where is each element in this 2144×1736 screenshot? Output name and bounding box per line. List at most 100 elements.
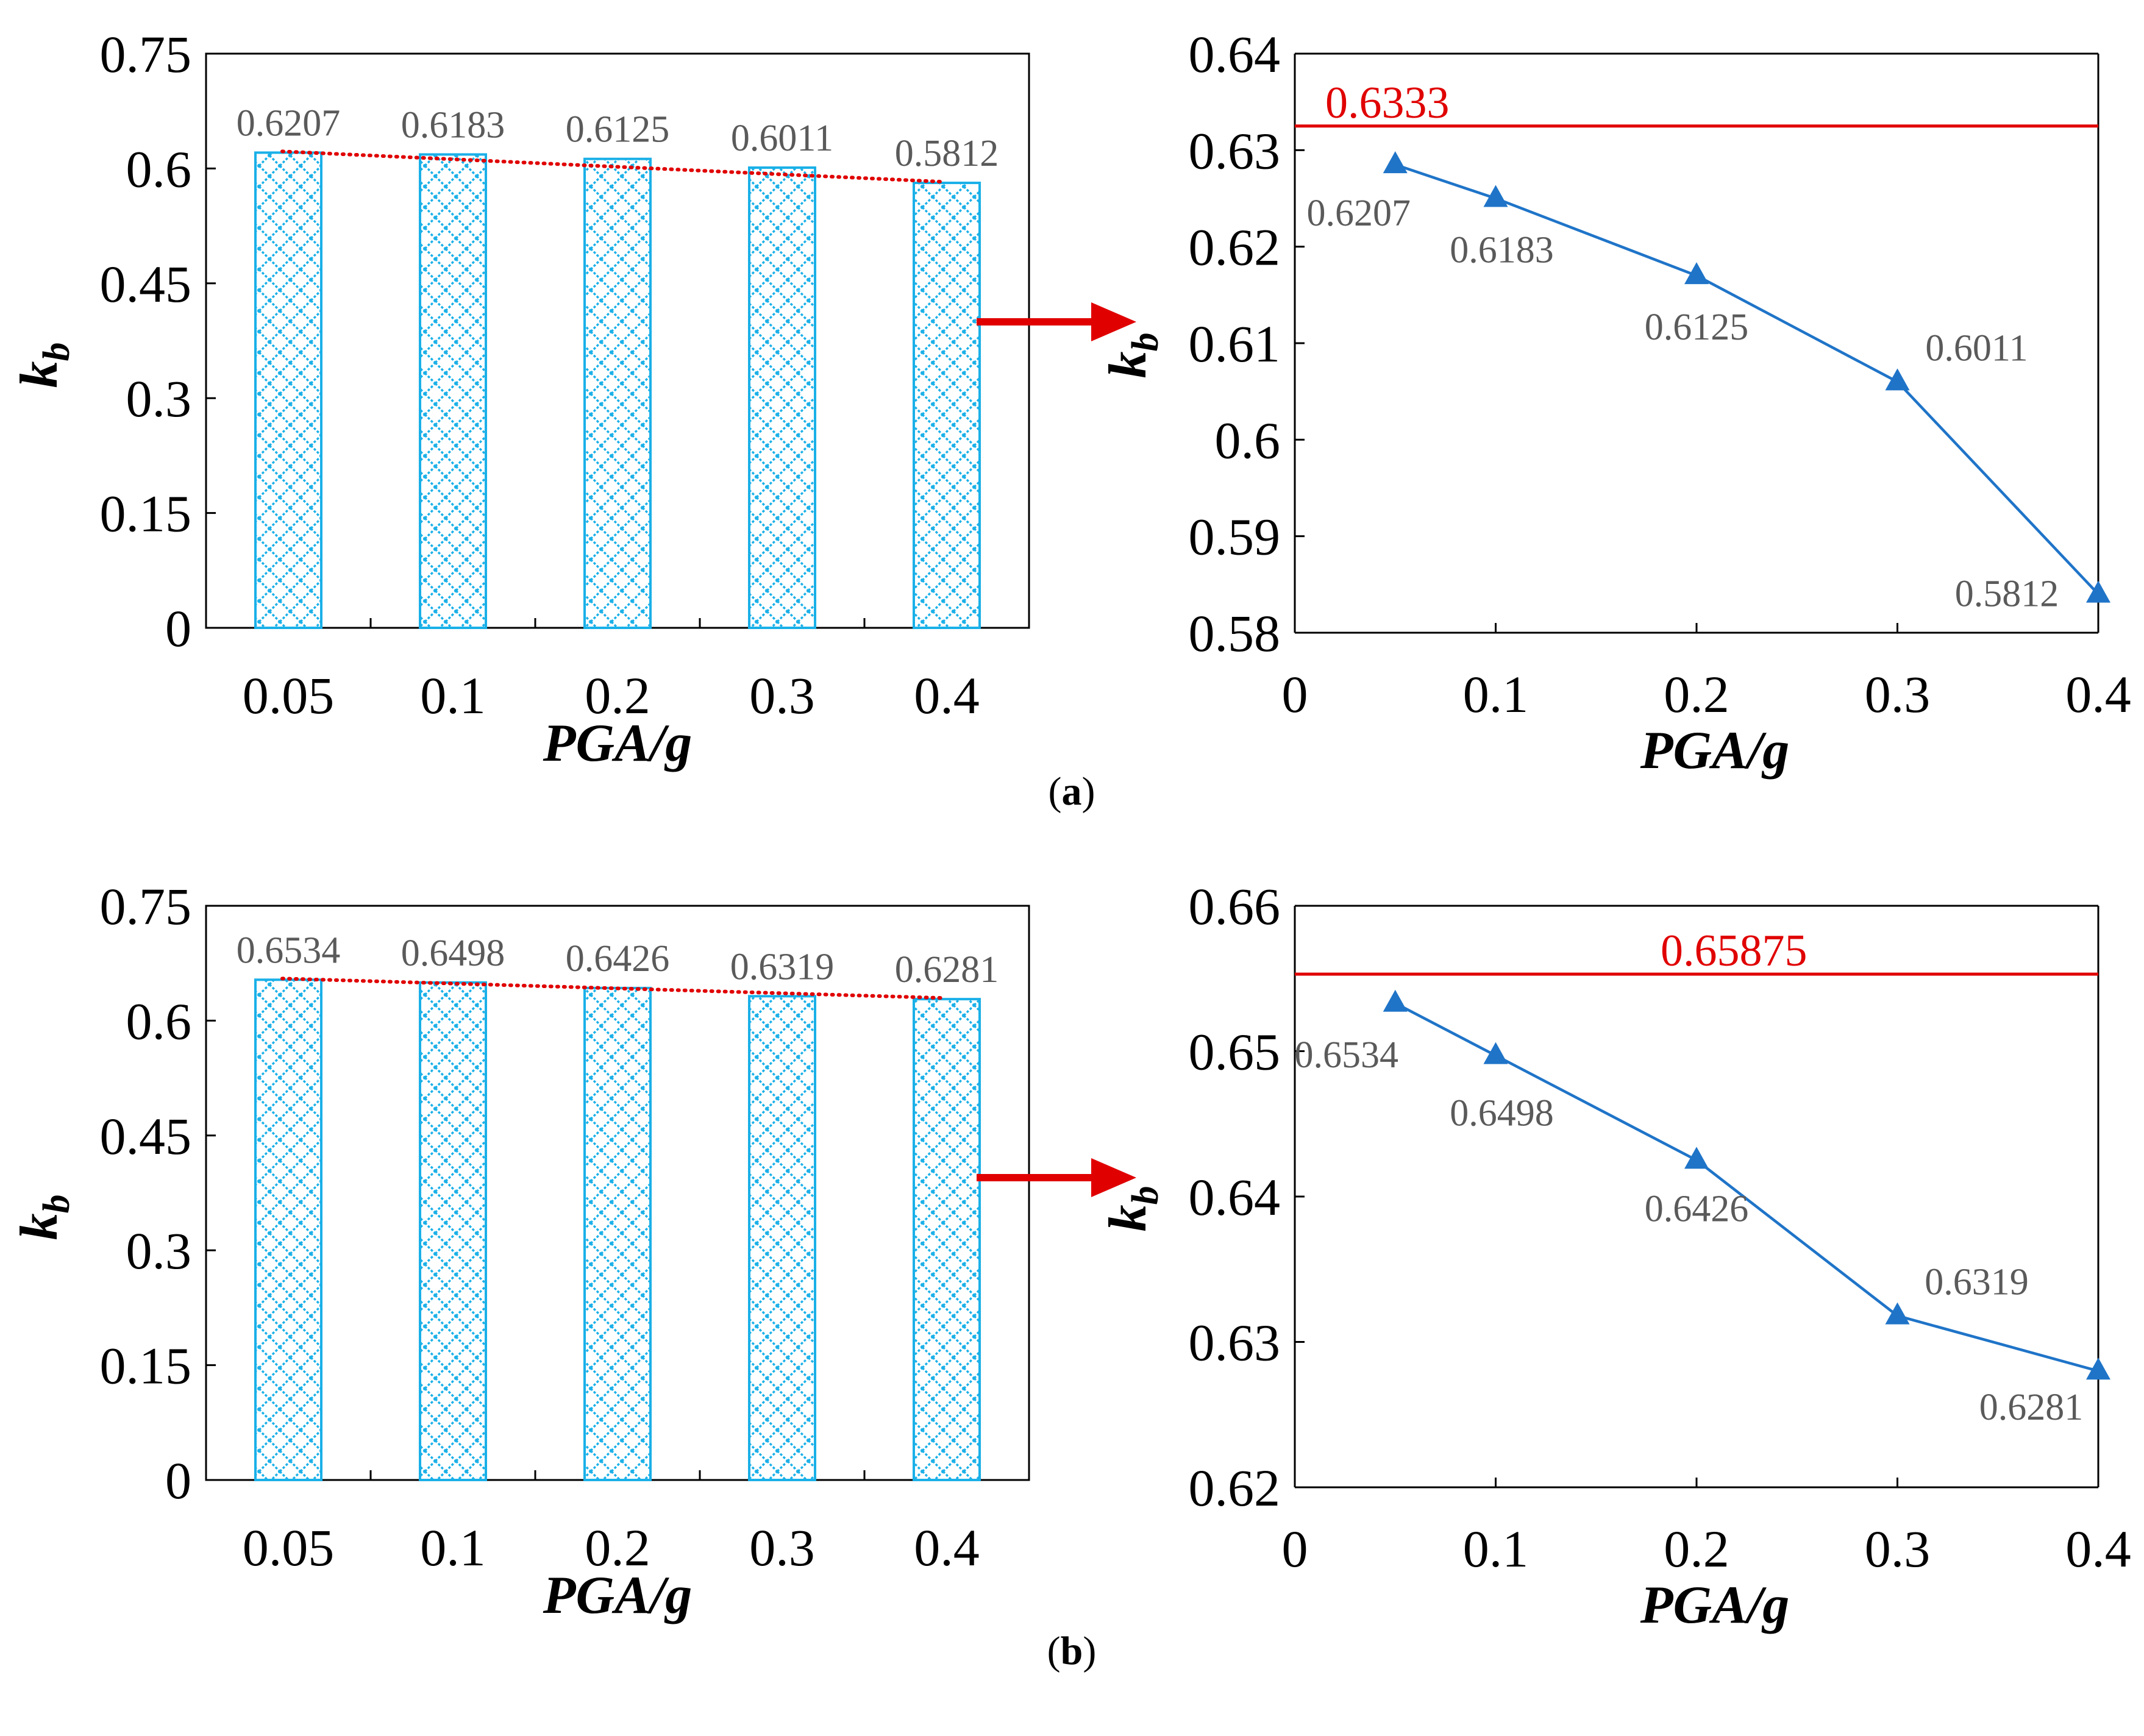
data-point-label: 0.6319 <box>1925 1262 2029 1303</box>
y-tick-label: 0.45 <box>100 255 192 313</box>
bar <box>583 157 652 629</box>
y-axis-title-main: k <box>1099 352 1158 379</box>
y-axis-title-subscript: b <box>36 343 77 361</box>
x-tick-label: 0.4 <box>914 666 980 725</box>
bar <box>419 153 487 629</box>
y-tick-label: 0.61 <box>1189 315 1281 373</box>
y-tick-label: 0.59 <box>1189 508 1281 566</box>
data-point-marker <box>1483 1042 1508 1064</box>
y-tick-label: 0.64 <box>1189 25 1281 84</box>
y-tick-label: 0.75 <box>100 25 192 84</box>
x-tick-label: 0.05 <box>243 1518 335 1577</box>
bar-value-label: 0.6207 <box>237 102 341 144</box>
y-tick-label: 0.64 <box>1189 1168 1281 1226</box>
y-tick-label: 0.15 <box>100 1337 192 1395</box>
x-axis-title: PGA/g <box>1640 721 1789 780</box>
bar-value-label: 0.6011 <box>731 118 833 159</box>
bar <box>913 182 981 629</box>
data-point-marker <box>2086 1357 2110 1380</box>
bar-value-label: 0.6183 <box>401 104 505 146</box>
trend-line <box>280 976 942 1000</box>
x-tick-label: 0.2 <box>1664 1520 1729 1578</box>
y-axis-title-main: k <box>10 361 69 388</box>
x-tick-label: 0.3 <box>749 666 815 725</box>
trend-line <box>280 149 942 184</box>
bar <box>748 166 816 630</box>
charts-layer: 0 0.15 0.3 0.45 0.6 0.75 0.6207 0.05 0.6183 0.1 0.… <box>10 25 2131 1635</box>
panel-label-close-paren: ) <box>1083 1629 1096 1673</box>
y-axis-title: kb <box>1099 333 1166 379</box>
bar-chart-a: 0 0.15 0.3 0.45 0.6 0.75 0.6207 0.05 0.6183 0.1 0.… <box>10 25 1030 773</box>
x-tick-label: 0.4 <box>914 1518 980 1577</box>
panel-label-open-paren: ( <box>1047 1629 1061 1673</box>
x-axis-title: PGA/g <box>1640 1576 1789 1635</box>
bar <box>254 151 322 629</box>
y-tick-label: 0.62 <box>1189 1459 1281 1517</box>
y-tick-label: 0.6 <box>126 992 192 1050</box>
x-tick-label: 0 <box>1282 665 1308 724</box>
data-point-label: 0.6281 <box>1979 1387 2084 1428</box>
bar-value-label: 0.6319 <box>730 946 835 987</box>
y-tick-label: 0.3 <box>126 1222 192 1280</box>
y-axis-title-main: k <box>10 1214 69 1240</box>
x-tick-label: 0.2 <box>1664 665 1729 724</box>
x-tick-label: 0.3 <box>1865 1520 1931 1578</box>
data-point-label: 0.6125 <box>1645 307 1749 348</box>
bar-value-label: 0.6534 <box>237 930 341 971</box>
x-axis-title: PGA/g <box>543 714 692 773</box>
y-axis-title-main: k <box>1099 1205 1158 1232</box>
y-tick-label: 0.75 <box>100 877 192 936</box>
y-axis-title-subscript: b <box>1125 333 1166 352</box>
data-point-label: 0.5812 <box>1955 574 2059 615</box>
y-tick-label: 0 <box>165 1451 191 1510</box>
x-tick-label: 0.3 <box>749 1518 815 1577</box>
data-point-label: 0.6426 <box>1645 1188 1749 1229</box>
data-point-label: 0.6183 <box>1450 230 1554 271</box>
y-axis-title: kb <box>10 343 77 388</box>
y-axis-title: kb <box>1099 1186 1166 1232</box>
reference-label: 0.6333 <box>1325 78 1450 128</box>
y-tick-label: 0 <box>165 599 191 658</box>
y-axis-title-subscript: b <box>1125 1186 1166 1205</box>
bar <box>419 981 487 1481</box>
bar-chart-b: 0 0.15 0.3 0.45 0.6 0.75 0.6534 0.05 0.6498 0.1 0.… <box>10 877 1030 1625</box>
data-point-marker <box>1483 185 1508 207</box>
data-point-marker <box>2086 580 2110 603</box>
y-tick-label: 0.62 <box>1189 218 1281 277</box>
x-tick-label: 0.05 <box>243 666 335 725</box>
zoom-arrow-head <box>1091 1158 1136 1197</box>
line-chart-a: 0.58 0.59 0.6 0.61 0.62 0.63 0.64 0 0.1 0.2 0.3 0.4… <box>1099 25 2131 780</box>
panel-label-close-paren: ) <box>1082 769 1095 814</box>
x-tick-label: 0.1 <box>1463 665 1529 724</box>
panel-label-letter: b <box>1061 1629 1083 1673</box>
panel-label-letter: a <box>1062 769 1082 814</box>
data-point-marker <box>1383 151 1408 174</box>
data-point-marker <box>1684 262 1709 285</box>
zoom-arrow-head <box>1091 302 1136 341</box>
x-tick-label: 0.1 <box>420 666 486 725</box>
y-axis-title: kb <box>10 1195 77 1240</box>
bar-value-label: 0.6498 <box>401 933 505 974</box>
bar <box>583 986 652 1481</box>
y-tick-label: 0.66 <box>1189 877 1281 936</box>
y-tick-label: 0.15 <box>100 485 192 543</box>
y-tick-label: 0.58 <box>1189 604 1281 663</box>
data-point-marker <box>1885 368 1910 391</box>
x-tick-label: 0.2 <box>585 1518 650 1577</box>
reference-label: 0.65875 <box>1661 926 1807 976</box>
panel-label: (b) <box>1047 1629 1097 1673</box>
x-axis-title: PGA/g <box>543 1566 692 1625</box>
bar-value-label: 0.6125 <box>566 109 670 151</box>
x-tick-label: 0.4 <box>2065 665 2131 724</box>
y-tick-label: 0.3 <box>126 369 192 428</box>
data-point-label: 0.6207 <box>1307 193 1411 234</box>
line-chart-b: 0.62 0.63 0.64 0.65 0.66 0 0.1 0.2 0.3 0.4 0.65875… <box>1099 877 2131 1635</box>
x-tick-label: 0.1 <box>1463 1520 1529 1578</box>
y-tick-label: 0.6 <box>1215 411 1281 469</box>
bar-value-label: 0.6426 <box>566 938 670 980</box>
y-tick-label: 0.65 <box>1189 1023 1281 1081</box>
y-tick-label: 0.63 <box>1189 1314 1281 1372</box>
bar <box>748 995 816 1481</box>
annotations-layer: (a)(b) <box>977 302 1136 1673</box>
